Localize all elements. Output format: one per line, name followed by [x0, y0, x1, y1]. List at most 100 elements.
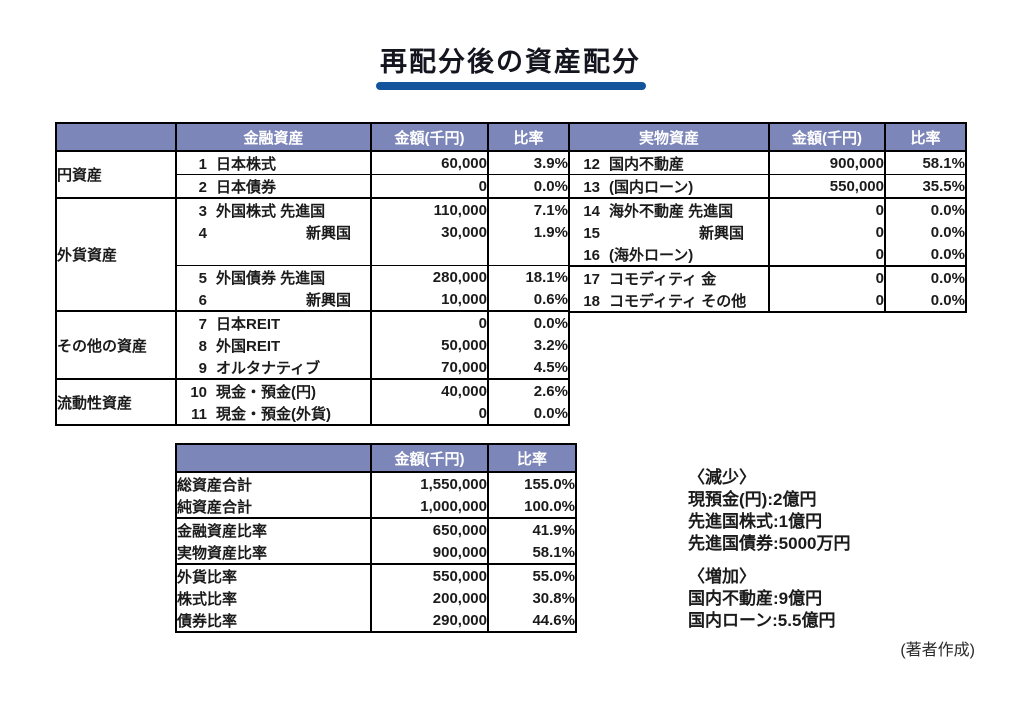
amount-cell: 0: [371, 402, 489, 426]
asset-number: 2: [198, 178, 207, 196]
asset-number: 17: [583, 270, 600, 288]
amount-cell: 0: [371, 174, 489, 198]
asset-cell: 7 日本REIT: [175, 310, 372, 334]
asset-cell: 16 (海外ローン): [568, 243, 770, 266]
asset-cell: 1 日本株式: [175, 150, 372, 175]
asset-number: 13: [583, 178, 600, 196]
summary-table: 金額(千円) 比率 総資産合計 1,550,000 155.0% 純資産合計 1,000…: [175, 443, 577, 633]
amount-cell: 650,000: [371, 517, 489, 541]
decrease-heading: 〈減少〉: [688, 468, 756, 487]
asset-cell: 3 外国株式 先進国: [175, 197, 372, 221]
asset-cell: 9 オルタナティブ: [175, 356, 372, 379]
decrease-note: 〈減少〉 現預金(円):2億円 先進国株式:1億円 先進国債券:5000万円: [688, 467, 850, 555]
asset-label: 外国株式 先進国: [216, 202, 326, 220]
increase-heading: 〈増加〉: [688, 567, 756, 586]
amount-cell: 10,000: [371, 288, 489, 311]
asset-cell: 17 コモディティ 金: [568, 265, 770, 289]
table-row: 17 コモディティ 金 0 0.0%: [568, 265, 967, 289]
amount-cell: 40,000: [371, 378, 489, 402]
table-row: 11 現金・預金(外貨) 0 0.0%: [56, 402, 570, 426]
table-row: 15 新興国 0 0.0%: [568, 221, 967, 243]
table-row: 実物資産比率 900,000 58.1%: [175, 541, 577, 564]
col-header-amount: 金額(千円): [768, 122, 886, 152]
asset-cell: 6 新興国: [175, 288, 372, 311]
ratio-cell: 4.5%: [488, 356, 570, 379]
asset-number: 11: [191, 405, 207, 423]
table-row: 債券比率 290,000 44.6%: [175, 609, 577, 633]
amount-cell: 50,000: [371, 334, 489, 356]
asset-label: 新興国: [699, 224, 745, 242]
asset-label: コモディティ 金: [609, 270, 717, 288]
ratio-cell: 7.1%: [488, 197, 570, 221]
table-row: 純資産合計 1,000,000 100.0%: [175, 495, 577, 518]
table-row: [56, 243, 570, 266]
category-cell: 流動性資産: [55, 378, 177, 426]
amount-cell: 110,000: [371, 197, 489, 221]
increase-note: 〈増加〉 国内不動産:9億円 国内ローン:5.5億円: [688, 566, 850, 632]
note-line: 国内不動産:9億円: [688, 589, 823, 608]
asset-cell: 8 外国REIT: [175, 334, 372, 356]
asset-cell: 12 国内不動産: [568, 151, 770, 175]
ratio-cell: 18.1%: [488, 265, 570, 288]
table-row: 2 日本債券 0 0.0%: [56, 174, 570, 198]
ratio-cell: [488, 243, 570, 266]
asset-number: 16: [583, 246, 600, 264]
summary-label-cell: 金融資産比率: [175, 517, 372, 541]
asset-cell: 10 現金・預金(円): [175, 378, 372, 402]
header-row: 金融資産 金額(千円) 比率: [55, 122, 570, 152]
asset-label: オルタナティブ: [216, 359, 321, 377]
asset-label: 日本株式: [216, 155, 277, 173]
asset-label: (国内ローン): [609, 178, 694, 196]
decrease-items: 現預金(円):2億円 先進国株式:1億円 先進国債券:5000万円: [688, 489, 850, 555]
ratio-cell: 0.0%: [885, 221, 967, 243]
summary-label-cell: 債券比率: [175, 609, 372, 633]
asset-number: 4: [198, 224, 207, 242]
table-row: 9 オルタナティブ 70,000 4.5%: [56, 356, 570, 379]
category-cell: その他の資産: [55, 310, 177, 380]
asset-allocation-table: 金融資産 金額(千円) 比率 円資産 1 日本株式 60,000 3.9% 2 日本債券 0 0…: [55, 122, 967, 426]
amount-cell: 0: [769, 221, 886, 243]
table-row: 4 新興国 30,000 1.9%: [56, 221, 570, 243]
ratio-cell: 35.5%: [885, 174, 967, 198]
ratio-cell: 0.0%: [488, 402, 570, 426]
asset-label: 現金・預金(外貨): [216, 405, 331, 423]
ratio-cell: 3.9%: [488, 150, 570, 175]
table-row: 16 (海外ローン) 0 0.0%: [568, 243, 967, 266]
note-line: 先進国株式:1億円: [688, 512, 823, 531]
table-row: 13 (国内ローン) 550,000 35.5%: [568, 174, 967, 198]
table-row: 外貨比率 550,000 55.0%: [175, 563, 577, 587]
asset-number: 5: [198, 269, 207, 287]
amount-cell: 60,000: [371, 150, 489, 175]
table-row: 6 新興国 10,000 0.6%: [56, 288, 570, 311]
amount-cell: [371, 243, 489, 266]
amount-cell: 1,550,000: [371, 472, 489, 495]
amount-cell: 200,000: [371, 587, 489, 609]
col-header-ratio: 比率: [487, 122, 570, 152]
ratio-cell: 0.0%: [885, 197, 967, 221]
asset-cell: 14 海外不動産 先進国: [568, 197, 770, 221]
summary-label-cell: 実物資産比率: [175, 541, 372, 564]
asset-cell: 15 新興国: [568, 221, 770, 243]
real-assets-table: 実物資産 金額(千円) 比率 12 国内不動産 900,000 58.1% 13 (国内ロ…: [568, 122, 967, 313]
ratio-cell: 3.2%: [488, 334, 570, 356]
asset-number: 3: [198, 202, 207, 220]
asset-cell: 5 外国債券 先進国: [175, 265, 372, 288]
col-header-financial-assets: 金融資産: [175, 122, 372, 152]
table-row: 外貨資産 3 外国株式 先進国 110,000 7.1%: [55, 197, 570, 312]
table-row: 18 コモディティ その他 0 0.0%: [568, 289, 967, 313]
ratio-cell: 2.6%: [488, 378, 570, 402]
asset-number: 9: [198, 359, 207, 377]
category-cell: 円資産: [55, 150, 177, 199]
header-row: 実物資産 金額(千円) 比率: [568, 122, 967, 152]
amount-cell: 1,000,000: [371, 495, 489, 518]
asset-cell: 4 新興国: [175, 221, 372, 243]
amount-cell: 0: [769, 289, 886, 313]
page-title: 再配分後の資産配分: [380, 47, 641, 77]
summary-label-cell: 株式比率: [175, 587, 372, 609]
note-line: 先進国債券:5000万円: [688, 534, 851, 553]
table-row: 総資産合計 1,550,000 155.0%: [175, 472, 577, 495]
col-header-amount: 金額(千円): [370, 443, 489, 473]
asset-label: 外国債券 先進国: [216, 269, 326, 287]
table-row: 流動性資産 10 現金・預金(円) 40,000 2.6%: [55, 378, 570, 426]
increase-items: 国内不動産:9億円 国内ローン:5.5億円: [688, 588, 850, 632]
